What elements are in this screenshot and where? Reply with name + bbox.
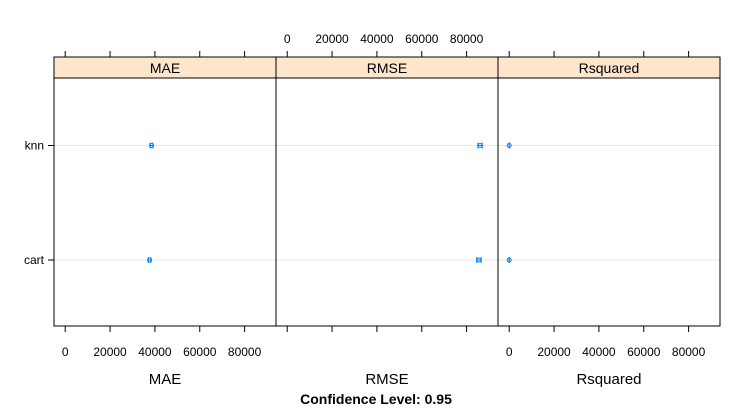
x-axis-title-rsquared: Rsquared xyxy=(576,371,641,388)
x-tick-label-mae-80000: 80000 xyxy=(228,345,262,359)
x-tick-label-mae-60000: 60000 xyxy=(183,345,217,359)
x-tick-label-rsquared-40000: 40000 xyxy=(582,345,616,359)
confidence-level-label: Confidence Level: 0.95 xyxy=(300,391,452,407)
x-tick-label-mae-40000: 40000 xyxy=(138,345,172,359)
x-tick-label-mae-0: 0 xyxy=(62,345,69,359)
strip-label-mae: MAE xyxy=(150,60,180,76)
point-mae-knn xyxy=(149,143,155,148)
x-tick-label-mae-20000: 20000 xyxy=(93,345,127,359)
x-tick-label-rsquared-20000: 20000 xyxy=(537,345,571,359)
y-tick-label-cart: cart xyxy=(24,253,45,267)
point-rmse-knn xyxy=(477,143,483,148)
point-rsquared-cart xyxy=(506,257,512,263)
x-tick-label-top-80000: 80000 xyxy=(450,32,484,46)
x-axis-title-mae: MAE xyxy=(149,371,182,388)
x-tick-label-top-40000: 40000 xyxy=(360,32,394,46)
strip-label-rmse: RMSE xyxy=(367,60,407,76)
x-axis-title-rmse: RMSE xyxy=(365,371,408,388)
x-tick-label-rsquared-80000: 80000 xyxy=(672,345,706,359)
x-tick-label-rsquared-0: 0 xyxy=(506,345,513,359)
point-mae-cart xyxy=(147,257,153,263)
point-rmse-cart xyxy=(476,257,482,263)
x-tick-label-top-60000: 60000 xyxy=(405,32,439,46)
panel-frame-rmse xyxy=(275,77,499,327)
point-rsquared-knn xyxy=(506,143,512,148)
panel-frame-rsquared xyxy=(497,77,721,327)
strip-label-rsquared: Rsquared xyxy=(579,60,640,76)
y-tick-label-knn: knn xyxy=(25,139,44,153)
panel-frame-mae xyxy=(53,77,277,327)
x-tick-label-rsquared-60000: 60000 xyxy=(627,345,661,359)
x-tick-label-top-0: 0 xyxy=(284,32,291,46)
x-tick-label-top-20000: 20000 xyxy=(315,32,349,46)
